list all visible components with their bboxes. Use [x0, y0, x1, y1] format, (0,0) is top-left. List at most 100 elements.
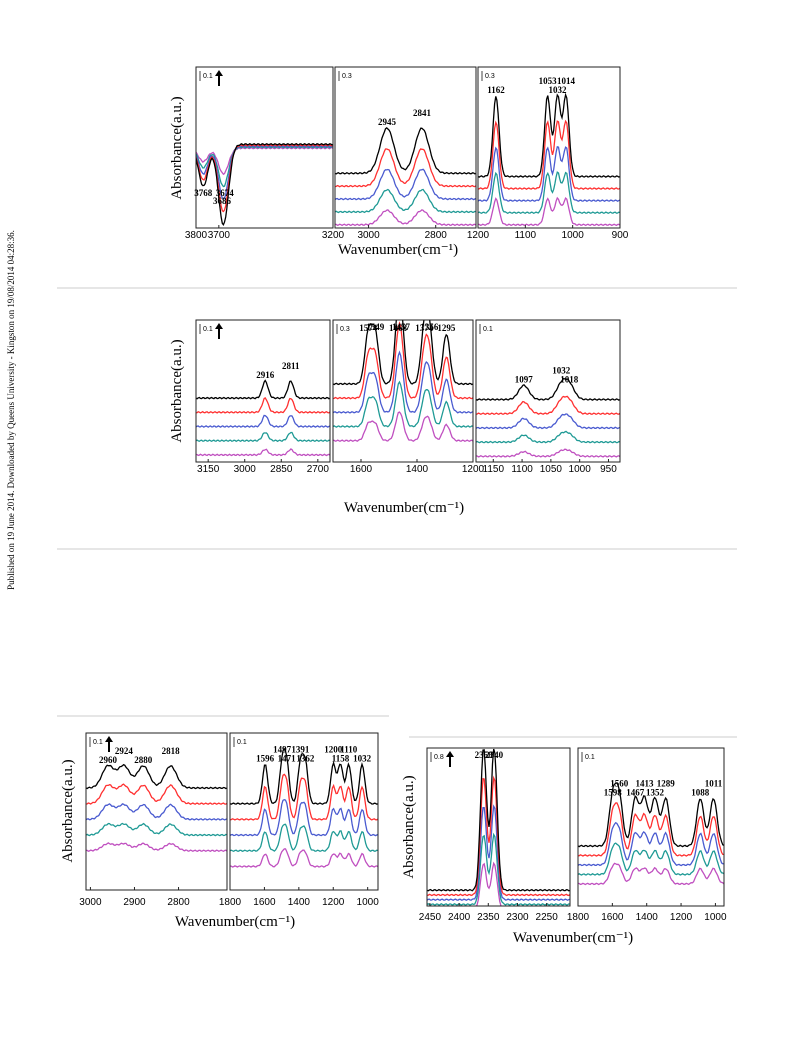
spectrum	[196, 142, 333, 226]
x-tick-label: 1200	[467, 230, 490, 241]
spectrum	[478, 196, 620, 227]
scale-label: 0.1	[203, 73, 213, 80]
peak-label: 1295	[437, 323, 456, 333]
spectrum	[335, 188, 476, 214]
peak-label: 2841	[413, 108, 432, 118]
peak-label: 1413	[635, 779, 654, 789]
arrow-head	[446, 751, 454, 757]
scale-label: 0.1	[237, 739, 247, 746]
peak-label: 1468	[389, 323, 408, 333]
x-tick-label: 2700	[307, 464, 330, 475]
peak-label: 1574	[359, 323, 378, 333]
x-tick-label: 1400	[288, 897, 311, 908]
spectrum	[230, 799, 378, 837]
peak-label: 1158	[332, 753, 350, 763]
spectrum	[478, 171, 620, 215]
x-tick-label: 1400	[636, 912, 659, 923]
peak-label: 1162	[487, 85, 505, 95]
arrow-head	[215, 323, 223, 329]
panel	[476, 377, 620, 458]
panel-frame	[334, 66, 477, 229]
panel-frame	[426, 747, 571, 907]
peak-label: 1110	[340, 744, 358, 754]
scale-label: 0.1	[585, 754, 595, 761]
spectrum	[333, 350, 473, 414]
spectrum	[476, 377, 620, 401]
x-tick-label: 3000	[234, 464, 257, 475]
peak-label: 1356	[420, 322, 439, 332]
x-tick-label: 2850	[270, 464, 293, 475]
spectrum	[427, 748, 570, 892]
scale-label: 0.1	[483, 326, 493, 333]
x-tick-label: 1800	[219, 897, 242, 908]
spectrum	[335, 127, 476, 175]
scale-label: 0.3	[342, 73, 352, 80]
spectrum	[478, 146, 620, 202]
side-note: Published on 19 June 2014. Downloaded by…	[6, 230, 16, 590]
spectrum	[86, 783, 227, 805]
peak-label: 1053	[539, 76, 558, 86]
panel-frame	[229, 732, 379, 891]
peak-label: 2358	[475, 750, 494, 760]
peak-label: 2340	[485, 750, 504, 760]
x-tick-label: 2350	[477, 912, 500, 923]
y-axis-label: Absorbance(a.u.)	[169, 339, 185, 442]
scale-label: 0.3	[340, 326, 350, 333]
x-tick-label: 3000	[79, 897, 102, 908]
peak-label: 1374	[415, 323, 434, 333]
panel-frame	[332, 319, 474, 463]
peak-label: 2916	[256, 370, 275, 380]
x-tick-label: 2450	[419, 912, 442, 923]
peak-label: 1200	[324, 744, 343, 754]
x-axis-label: Wavenumber(cm⁻¹)	[513, 930, 633, 946]
spectrum	[335, 148, 476, 188]
x-tick-label: 2800	[425, 230, 448, 241]
peak-label: 1362	[296, 753, 315, 763]
spectrum	[427, 804, 570, 902]
spectrum	[333, 380, 473, 428]
x-axis-label: Wavenumber(cm⁻¹)	[344, 500, 464, 516]
x-tick-label: 1400	[406, 464, 429, 475]
spectrum	[427, 775, 570, 897]
peak-label: 1598	[604, 788, 623, 798]
peak-label: 1032	[353, 753, 372, 763]
spectrum	[230, 823, 378, 853]
peak-label: 2818	[162, 746, 181, 756]
scale-label: 0.3	[485, 73, 495, 80]
spectrum	[578, 862, 724, 886]
panel-frame	[85, 732, 228, 891]
x-tick-label: 1600	[253, 897, 276, 908]
x-tick-label: 1000	[704, 912, 727, 923]
x-axis-label: Wavenumber(cm⁻¹)	[338, 242, 458, 258]
peak-label: 2880	[134, 755, 153, 765]
spectrum	[335, 168, 476, 201]
spectrum	[478, 92, 620, 178]
peak-label: 1097	[515, 374, 534, 384]
panel	[86, 763, 227, 853]
x-tick-label: 1200	[462, 464, 485, 475]
y-axis-label: Absorbance(a.u.)	[401, 775, 417, 878]
x-tick-label: 1200	[670, 912, 693, 923]
scale-label: 0.1	[203, 326, 213, 333]
peak-label: 1560	[610, 779, 629, 789]
spectrum	[578, 842, 724, 876]
spectrum	[230, 848, 378, 868]
panel-frame	[475, 319, 621, 463]
spectrum	[476, 430, 620, 444]
arrow-head	[105, 736, 113, 742]
spectrum	[475, 861, 503, 906]
x-tick-label: 950	[600, 464, 617, 475]
x-tick-label: 1200	[322, 897, 345, 908]
peak-label: 1011	[705, 779, 723, 789]
x-tick-label: 1000	[569, 464, 592, 475]
peak-label: 2811	[282, 361, 300, 371]
panel-frame	[477, 66, 621, 229]
spectrum	[196, 396, 330, 414]
panel	[335, 127, 476, 227]
spectrum	[196, 448, 330, 457]
panel	[333, 320, 473, 443]
peak-label: 2924	[115, 746, 134, 756]
x-tick-label: 3000	[357, 230, 380, 241]
peak-label: 3768	[194, 188, 213, 198]
spectrum	[196, 431, 330, 443]
